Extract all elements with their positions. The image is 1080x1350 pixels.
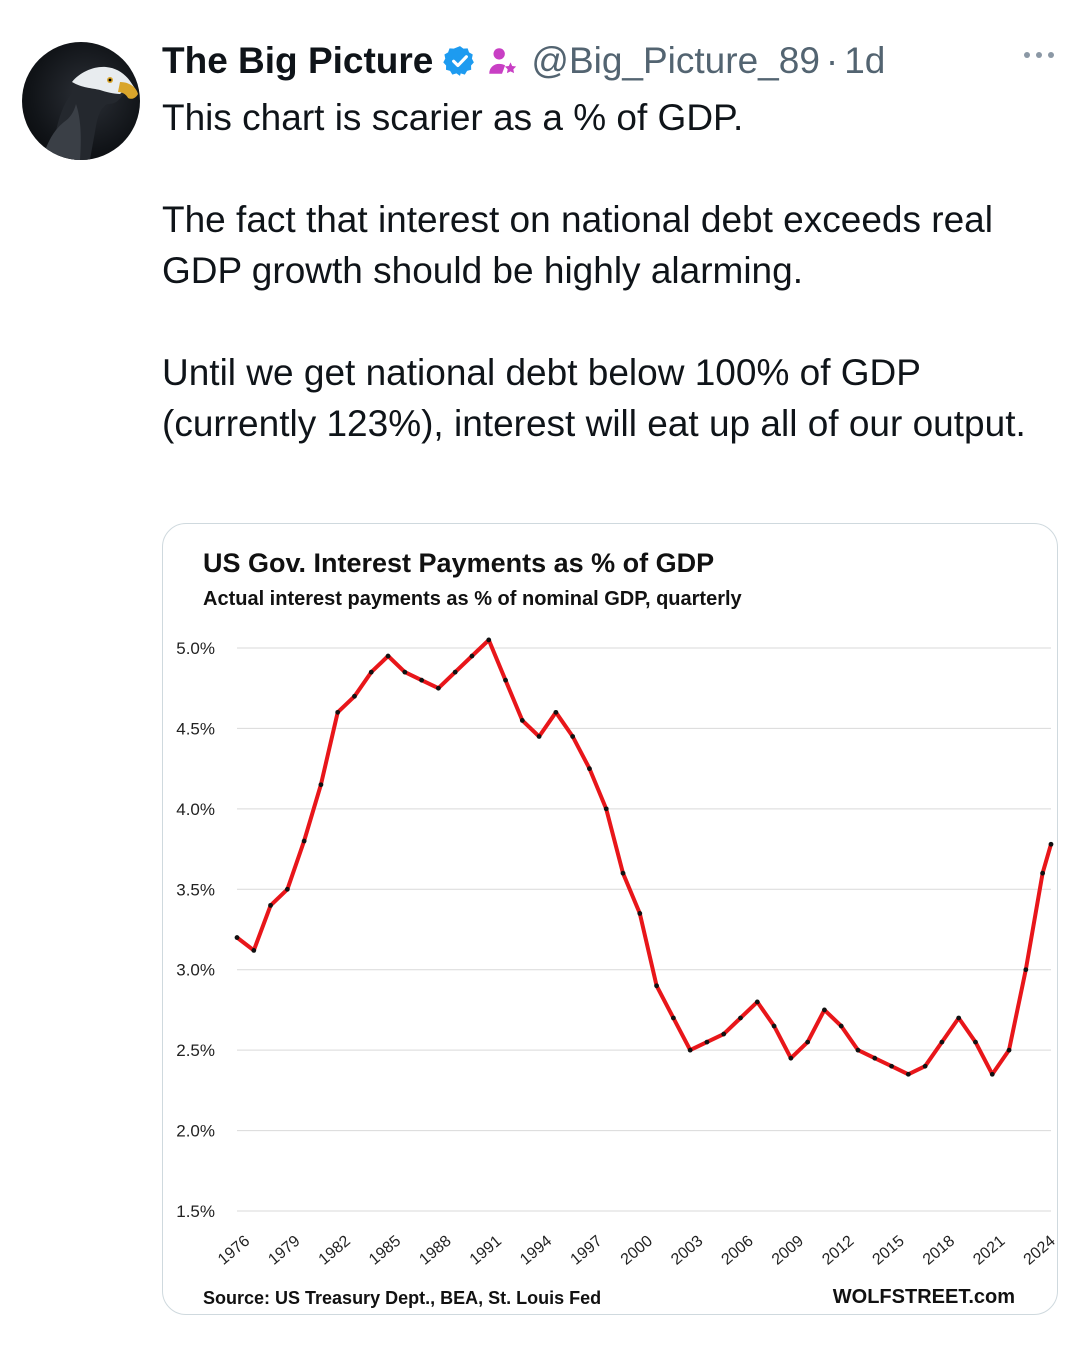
automated-account-icon[interactable] — [485, 44, 519, 78]
data-point — [603, 806, 609, 812]
chart-image[interactable]: 1.5% 2.0% 2.5% 3.0% 3.5% 4.0% 4.5% 5.0% 1976 1979… — [162, 523, 1058, 1315]
data-point — [889, 1063, 894, 1069]
y-tick-label: 4.5% — [176, 719, 215, 738]
y-tick-label: 2.0% — [176, 1122, 215, 1141]
x-tick-label: 1994 — [517, 1233, 555, 1269]
data-point — [704, 1039, 710, 1045]
data-point — [570, 734, 576, 739]
x-tick-label: 2018 — [920, 1233, 958, 1269]
eagle-avatar — [42, 66, 138, 160]
x-tick-label: 2012 — [819, 1233, 857, 1269]
data-point — [973, 1039, 978, 1045]
x-tick-label: 1988 — [416, 1233, 454, 1269]
chart-source: Source: US Treasury Dept., BEA, St. Loui… — [203, 1288, 602, 1308]
data-point — [301, 838, 307, 844]
x-tick-label: 1991 — [467, 1233, 505, 1269]
data-point — [805, 1039, 811, 1045]
data-point — [922, 1063, 928, 1069]
x-tick-label: 1985 — [366, 1233, 404, 1269]
x-tick-label: 2000 — [618, 1233, 656, 1269]
tweet-header: The Big Picture @Big_Picture_89 · 1d — [162, 38, 1060, 84]
x-tick-label: 2021 — [970, 1233, 1008, 1269]
tweet-time[interactable]: 1d — [844, 40, 886, 81]
data-point — [503, 677, 508, 683]
tweet-paragraph: This chart is scarier as a % of GDP. — [162, 97, 744, 138]
line-chart: 1.5% 2.0% 2.5% 3.0% 3.5% 4.0% 4.5% 5.0% 1976 1979… — [176, 637, 1057, 1269]
y-tick-label: 3.5% — [176, 880, 215, 899]
data-point — [905, 1071, 911, 1077]
data-point — [452, 669, 458, 675]
x-tick-label: 2024 — [1021, 1233, 1057, 1269]
data-point — [318, 782, 324, 788]
data-point — [956, 1015, 962, 1021]
data-point — [872, 1055, 878, 1061]
y-tick-label: 2.5% — [176, 1041, 215, 1060]
tweet-paragraph: The fact that interest on national debt … — [162, 199, 993, 291]
x-tick-label: 1982 — [316, 1233, 354, 1269]
data-point — [234, 935, 240, 940]
chart-title: US Gov. Interest Payments as % of GDP — [203, 548, 715, 578]
data-point — [721, 1031, 727, 1037]
y-tick-label: 4.0% — [176, 800, 215, 819]
data-point — [385, 653, 391, 659]
data-point — [368, 669, 374, 675]
data-point — [1048, 841, 1054, 847]
data-point — [1040, 870, 1046, 876]
y-tick-label: 3.0% — [176, 961, 215, 980]
data-point — [620, 870, 626, 876]
data-point — [654, 983, 659, 989]
data-point — [419, 677, 425, 683]
data-point — [335, 709, 341, 715]
data-point — [637, 911, 643, 916]
data-point — [352, 693, 357, 699]
data-point — [268, 902, 273, 908]
data-point — [788, 1055, 794, 1061]
data-point — [436, 685, 441, 691]
tweet-text: This chart is scarier as a % of GDP. The… — [162, 92, 1042, 449]
data-point — [284, 886, 290, 892]
data-point — [670, 1015, 676, 1021]
data-point — [486, 637, 492, 643]
data-point — [855, 1047, 861, 1053]
data-point — [469, 653, 475, 659]
tweet-paragraph: Until we get national debt below 100% of… — [162, 352, 1026, 444]
data-point — [1006, 1047, 1012, 1053]
x-tick-label: 1976 — [215, 1233, 253, 1269]
author-name[interactable]: The Big Picture — [162, 40, 434, 81]
data-point — [1023, 967, 1029, 973]
data-point — [754, 999, 760, 1005]
data-point — [536, 734, 542, 739]
more-options-icon[interactable] — [1024, 52, 1054, 58]
x-tick-label: 1997 — [567, 1233, 605, 1269]
data-point — [771, 1023, 777, 1029]
y-tick-label: 1.5% — [176, 1202, 215, 1221]
separator-dot: · — [825, 40, 839, 81]
data-point — [939, 1039, 945, 1045]
data-point — [553, 709, 559, 715]
chart-subtitle: Actual interest payments as % of nominal… — [203, 588, 742, 610]
x-tick-label: 2009 — [769, 1233, 807, 1269]
author-avatar[interactable] — [22, 42, 140, 160]
y-tick-label: 5.0% — [176, 639, 215, 658]
chart-brand: WOLFSTREET.com — [832, 1286, 1015, 1308]
data-point — [989, 1071, 995, 1077]
data-point — [402, 669, 408, 675]
data-point — [822, 1007, 827, 1013]
verified-badge-icon[interactable] — [443, 44, 477, 78]
author-handle[interactable]: @Big_Picture_89 — [531, 40, 820, 81]
data-point — [519, 717, 525, 723]
series-line — [235, 638, 1053, 1077]
data-point — [587, 766, 592, 772]
x-tick-label: 2015 — [870, 1233, 908, 1269]
data-point — [738, 1015, 743, 1021]
x-tick-label: 2006 — [719, 1233, 757, 1269]
x-tick-label: 2003 — [668, 1233, 706, 1269]
data-point — [251, 948, 257, 953]
data-point — [838, 1023, 844, 1029]
x-tick-label: 1979 — [265, 1233, 303, 1269]
data-point — [687, 1047, 693, 1053]
